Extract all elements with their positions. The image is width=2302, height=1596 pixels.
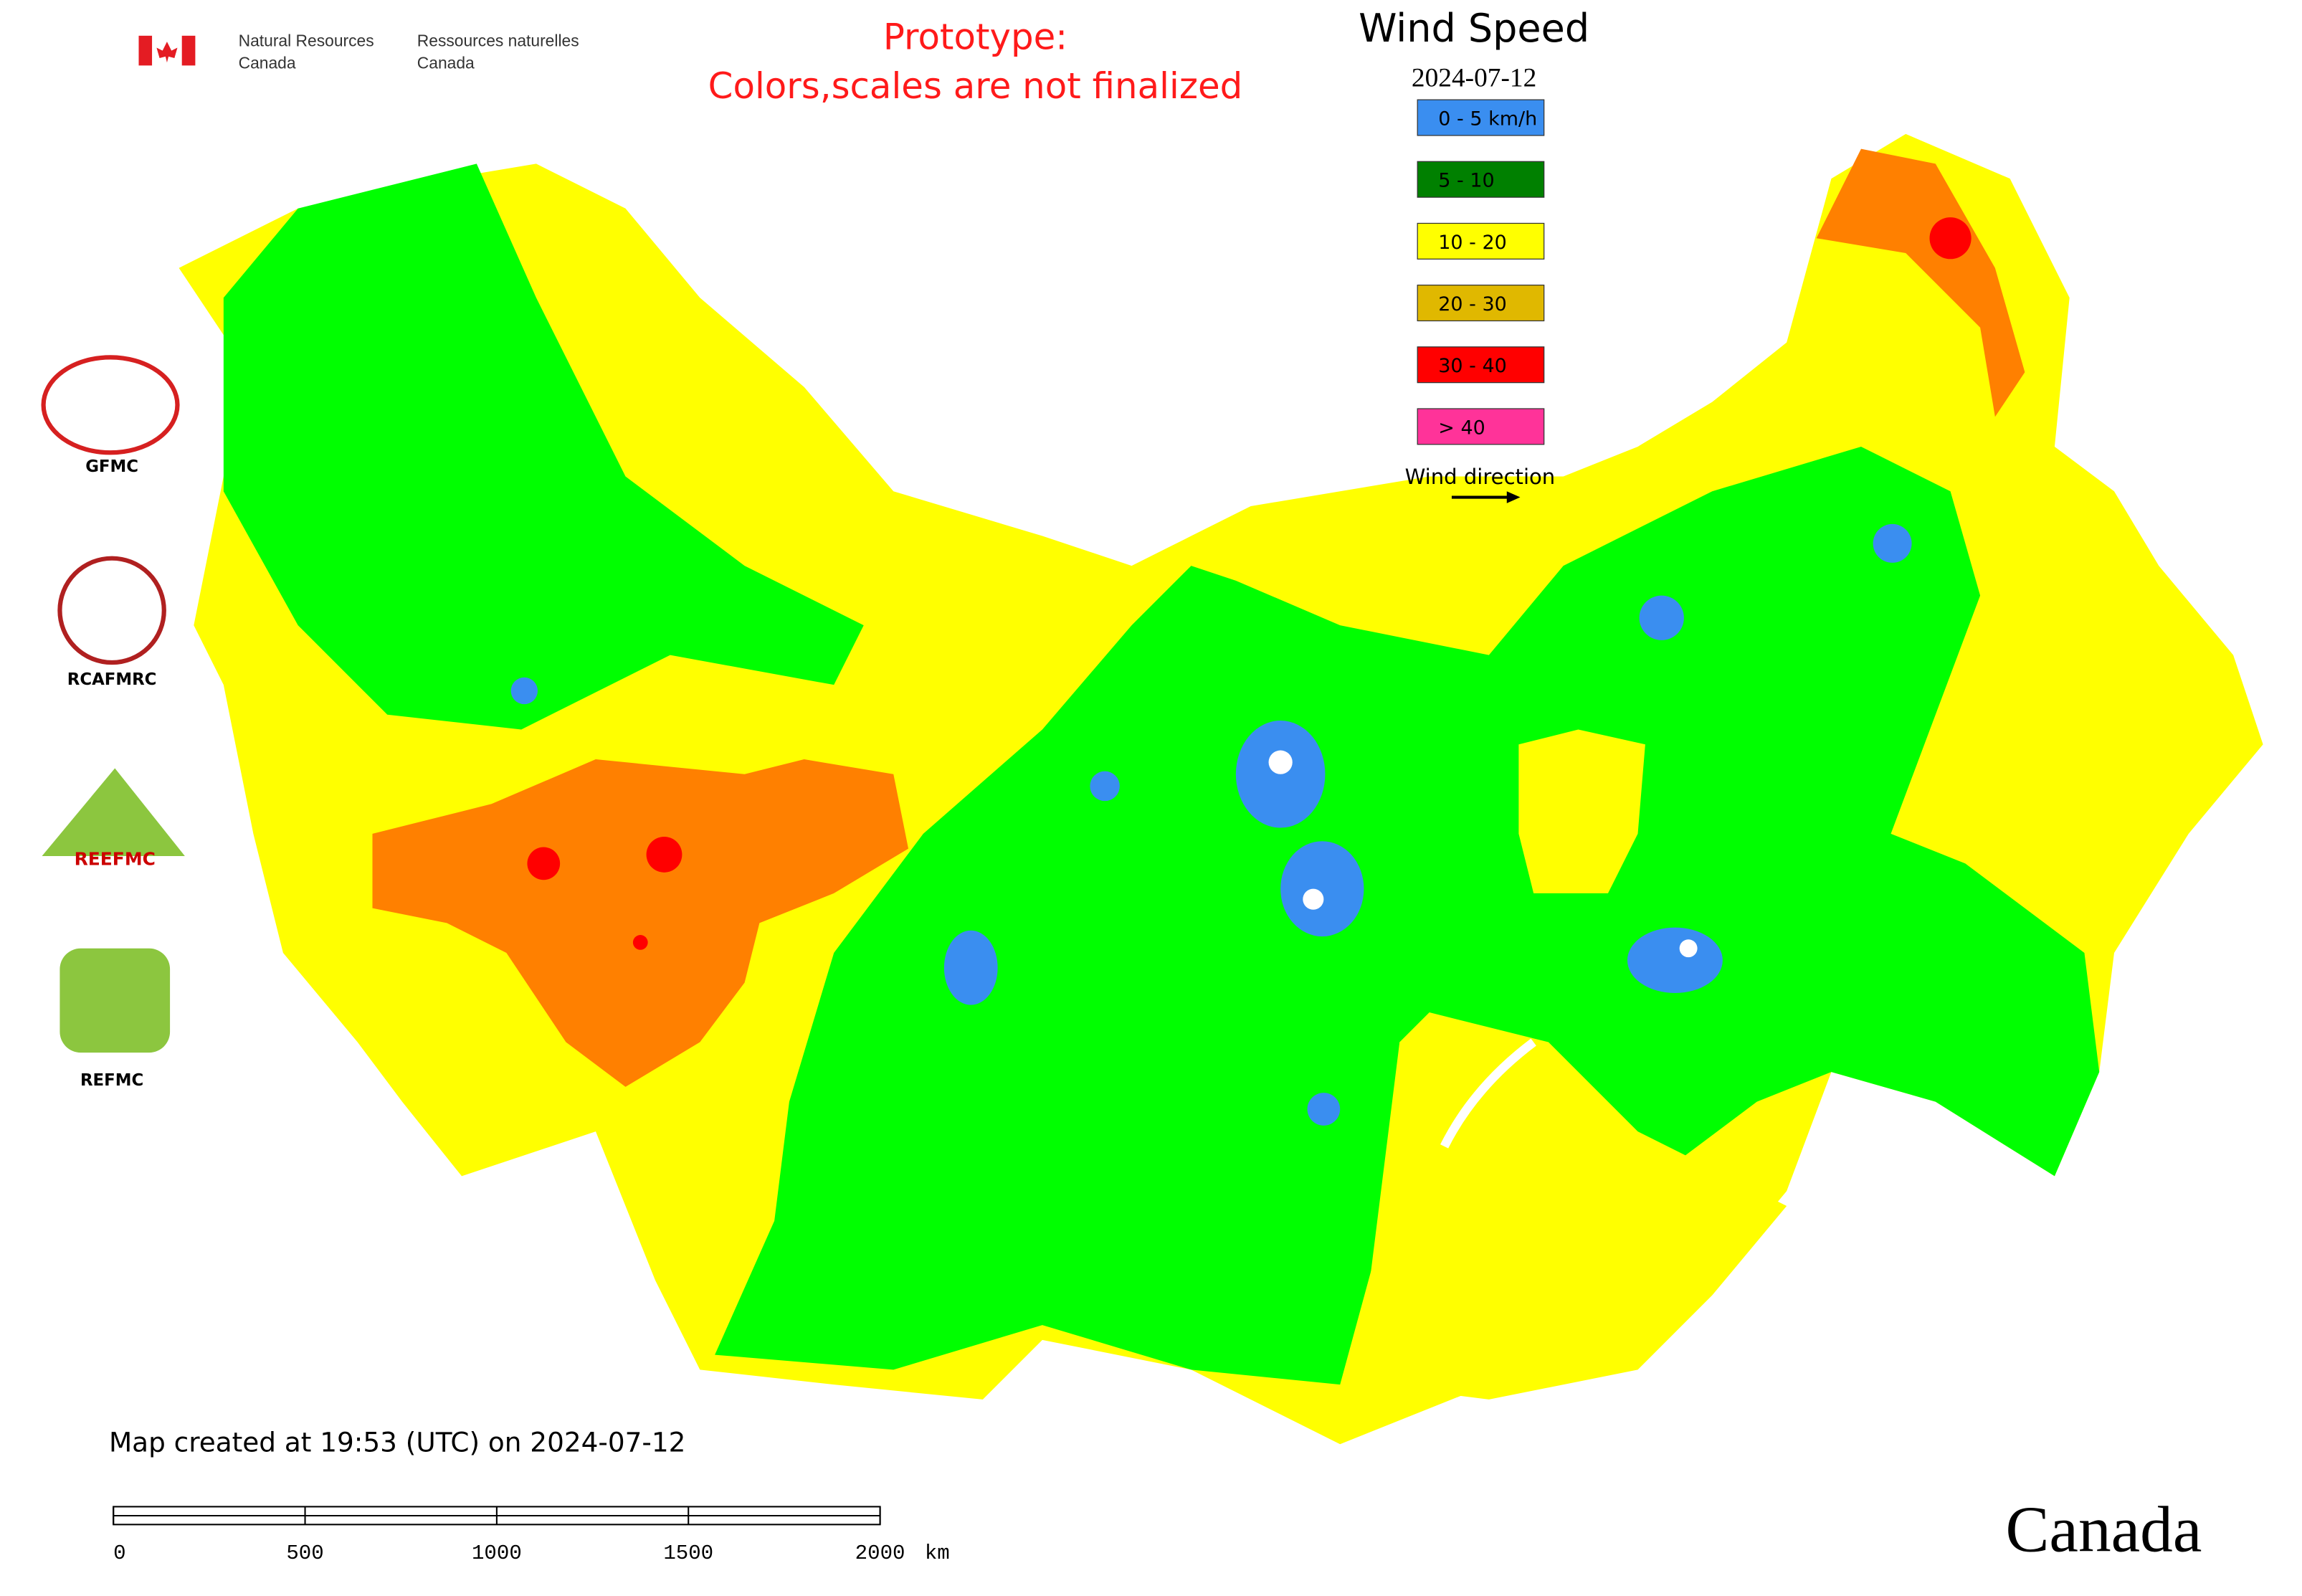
legend-date: 2024-07-12 (1412, 63, 1536, 92)
wind-arrow-head (1506, 491, 1521, 503)
nrcan-fr: Ressources naturelles (417, 31, 579, 49)
region-0-5 (1627, 927, 1723, 994)
nrcan-en: Canada (239, 54, 296, 72)
logo-label: GFMC (85, 457, 138, 476)
region-20-30 (1816, 148, 2025, 417)
legend-label: 0 - 5 km/h (1438, 108, 1537, 130)
region-0-5 (1639, 595, 1684, 640)
logo-label: REEFMC (75, 848, 156, 869)
flag-bar (181, 35, 196, 66)
legend-swatch (1417, 222, 1545, 260)
nrcan-signature: Natural Resources Canada Ressources natu… (138, 31, 579, 72)
reefmc-logo (42, 768, 185, 856)
region-20-30 (372, 759, 909, 1087)
region-0-5 (1307, 1093, 1341, 1126)
gfmc-logo (41, 355, 180, 455)
scale-bar: 0 500 1000 1500 2000 km (113, 1506, 950, 1565)
legend-label: 30 - 40 (1438, 355, 1507, 377)
legend-title: Wind Speed (1359, 6, 1589, 51)
region-0-5 (510, 677, 538, 705)
logo-label: REFMC (80, 1071, 143, 1090)
prototype-notice: Colors,scales are not finalized (708, 65, 1243, 107)
region-0-5 (1280, 841, 1364, 937)
map-area (179, 133, 2263, 1445)
region-0-5 (943, 930, 998, 1005)
logo-label: RCAFMRC (67, 670, 157, 689)
legend-label: 20 - 30 (1438, 293, 1507, 315)
lake (1268, 750, 1293, 774)
region-0-5 (1090, 771, 1120, 802)
legend-label: 5 - 10 (1438, 170, 1494, 192)
legend-label: > 40 (1438, 417, 1485, 439)
scale-label: 500 (286, 1542, 323, 1565)
flag-bar (138, 35, 153, 66)
scale-label: 2000 (855, 1542, 905, 1565)
canada-wordmark: Canada (2005, 1493, 2202, 1566)
region-30-40 (646, 836, 682, 873)
wind-direction-label: Wind direction (1405, 465, 1556, 489)
legend-swatch (1417, 99, 1545, 136)
maple-leaf (156, 42, 178, 63)
region-5-10 (223, 163, 864, 730)
rcafmrc-logo (57, 556, 166, 665)
nrcan-en: Natural Resources (239, 31, 374, 49)
nrcan-fr: Canada (417, 54, 475, 72)
legend-swatch (1417, 346, 1545, 384)
refmc-logo (60, 948, 171, 1053)
region-10-20 (1518, 729, 1645, 893)
lake-baikal (1440, 1038, 1536, 1149)
scale-label: 1000 (472, 1542, 522, 1565)
logos: GFMC RCAFMRC REEFMC REFMC (41, 355, 185, 1090)
region-5-10 (715, 446, 2100, 1385)
region-0-5 (1873, 523, 1912, 563)
region-30-40 (632, 935, 648, 950)
region-10-20 (1369, 1012, 1787, 1400)
legend-swatch (1417, 285, 1545, 322)
scale-label: 1500 (663, 1542, 713, 1565)
prototype-notice: Prototype: (883, 16, 1067, 58)
lake (1679, 939, 1698, 958)
legend-swatch (1417, 161, 1545, 198)
region-30-40 (1929, 217, 1972, 260)
legend-label: 10 - 20 (1438, 232, 1507, 254)
lake (1303, 888, 1324, 910)
region-30-40 (527, 847, 561, 880)
scale-label: 0 (113, 1542, 125, 1565)
scale-unit: km (925, 1542, 950, 1565)
legend: Wind Speed 2024-07-12 Wind direction 0 -… (1359, 6, 1589, 503)
legend-swatch (1417, 408, 1545, 445)
created-note: Map created at 19:53 (UTC) on 2024-07-12 (109, 1427, 685, 1458)
